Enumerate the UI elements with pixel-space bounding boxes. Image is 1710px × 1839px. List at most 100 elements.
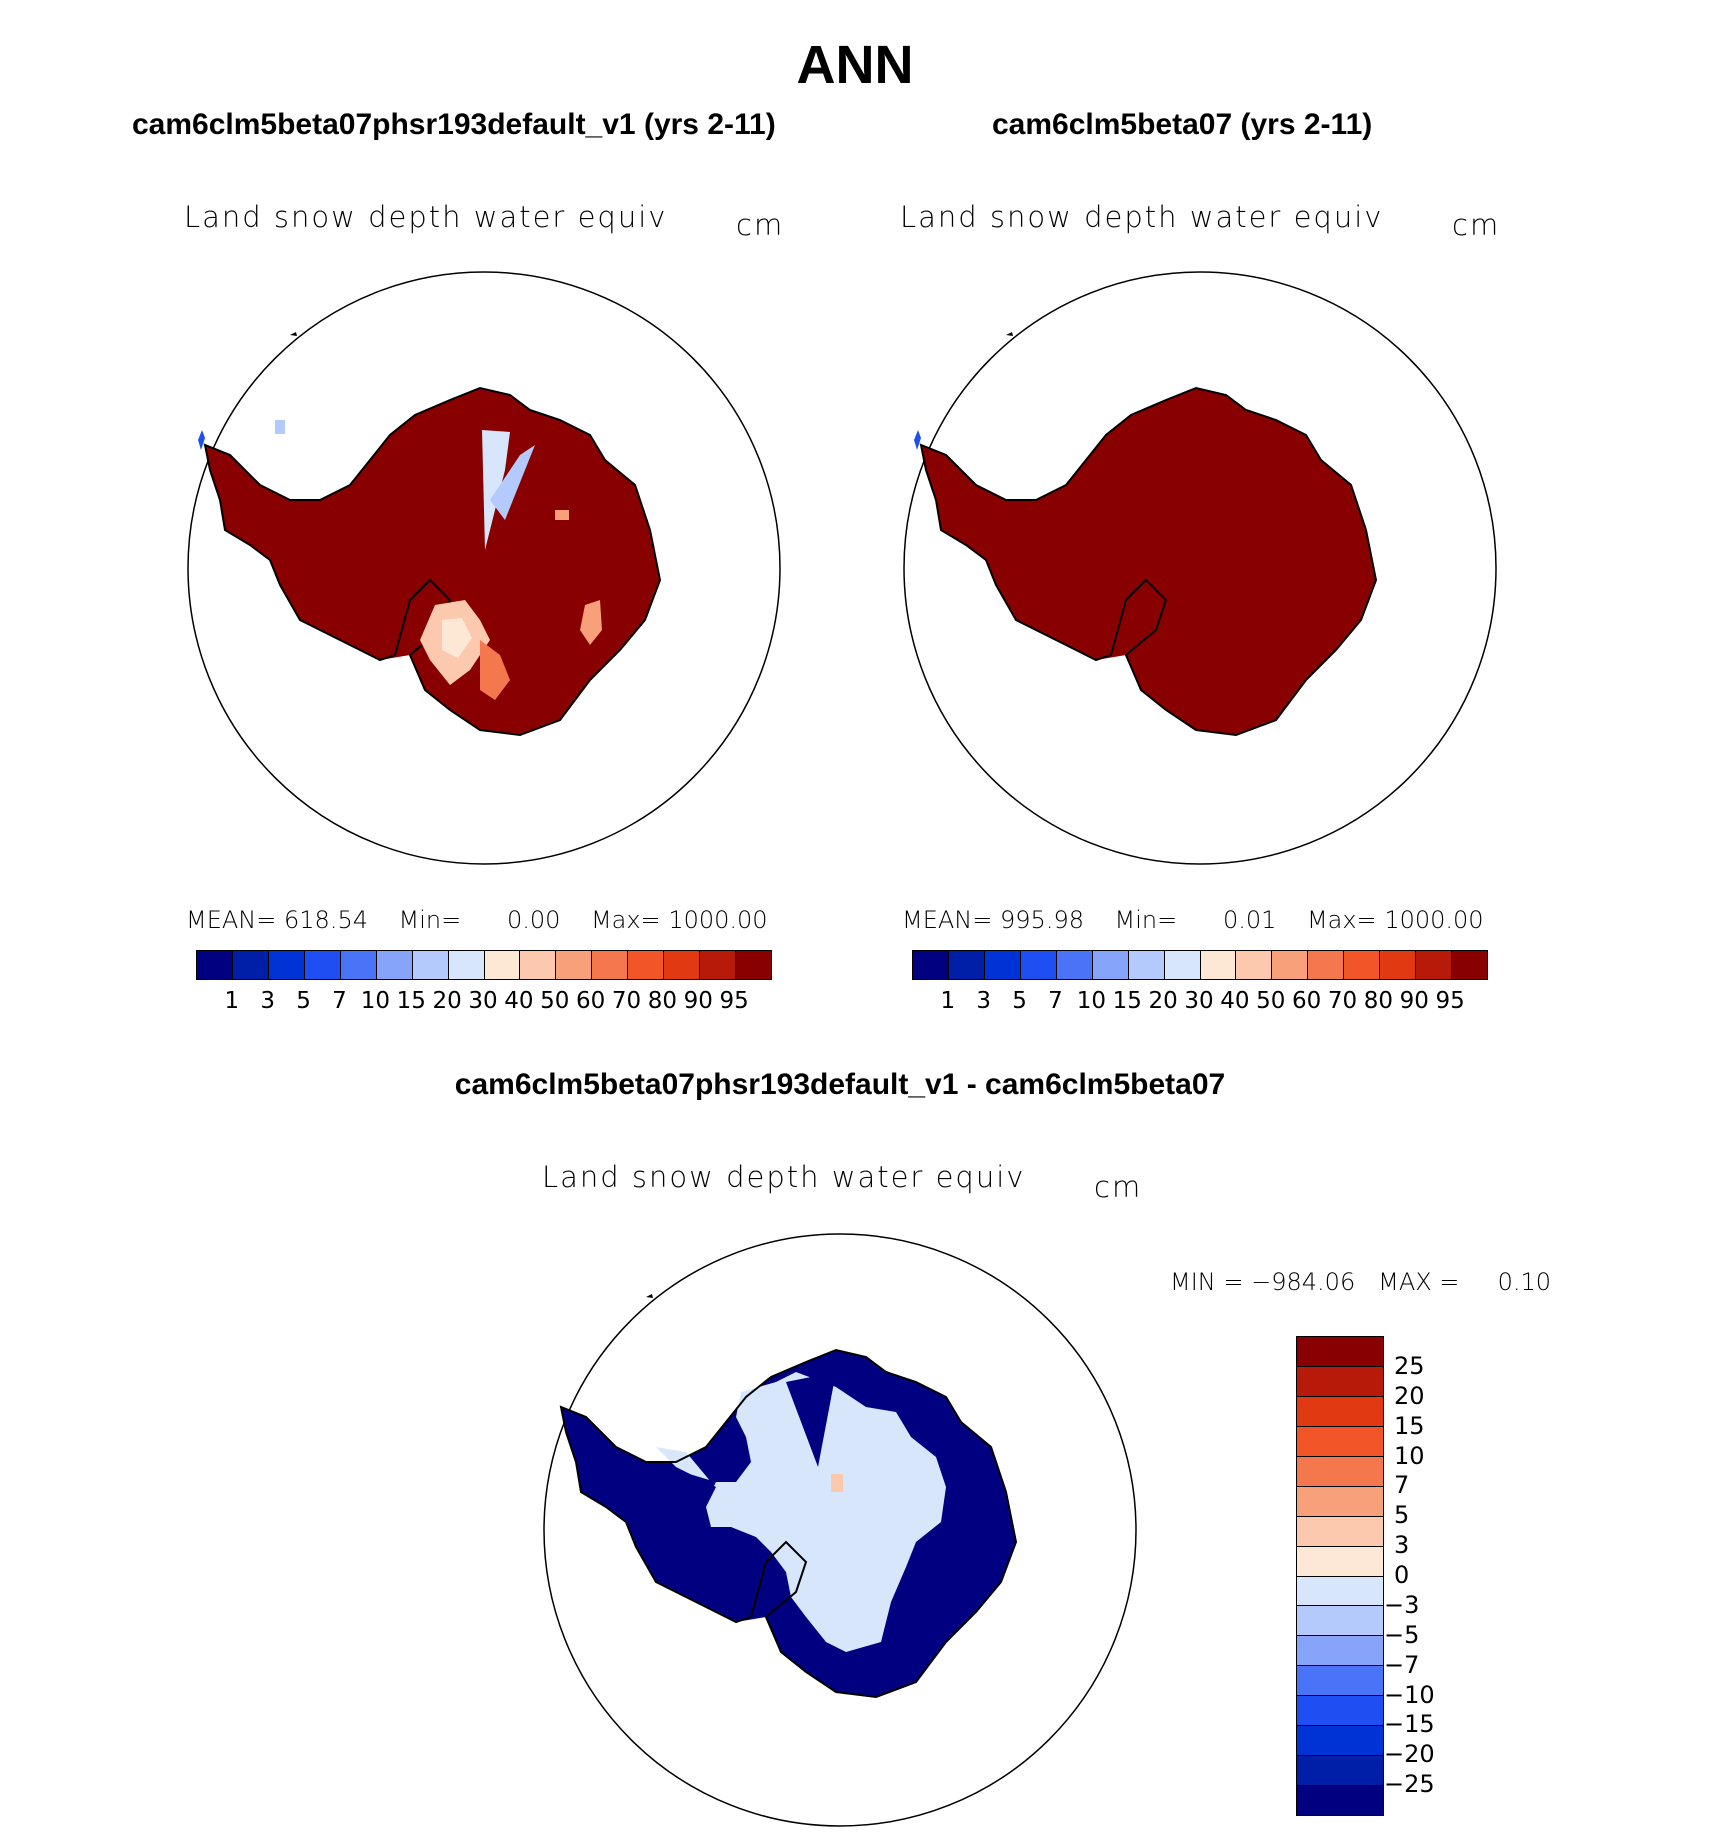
small-orange-patch [555,510,569,520]
orange-patch [480,640,510,700]
colorbar-swatch [1297,1636,1383,1667]
right-stats: MEAN= 995.98 Min= 0.01 Max= 1000.00 [902,906,1484,934]
colorbar-swatch [1297,1366,1383,1397]
island-mark-west [914,430,921,450]
colorbar-swatch [1416,951,1453,979]
min-value: 0.00 [506,906,561,934]
antarctica-landmass [919,386,1378,737]
colorbar-tick-label: 1 [940,988,956,1014]
colorbar-swatch [1297,1396,1383,1427]
colorbar-tick-label: 7 [1394,1471,1410,1500]
peninsula-blue-patch [275,420,285,434]
colorbar-tick-label: −20 [1384,1740,1435,1769]
colorbar-tick-label: 5 [1012,988,1027,1014]
colorbar-tick-label: 60 [575,988,606,1014]
colorbar-swatch [484,951,521,979]
coastline [203,386,662,737]
antarctica-landmass [203,386,662,737]
colorbar-tick-label: 90 [1399,988,1429,1014]
colorbar-swatch [1056,951,1093,979]
colorbar-tick-label: 1 [224,988,240,1014]
colorbar-tick-label: 40 [504,988,534,1014]
left-panel-title: cam6clm5beta07phsr193default_v1 (yrs 2-1… [132,108,776,141]
colorbar-swatch [1452,951,1487,979]
colorbar-swatch [1297,1606,1383,1637]
colorbar-tick-label: 7 [332,988,347,1014]
max-label: Max= [1306,906,1377,934]
dark-block-west [656,1467,716,1512]
colorbar-tick-label: 5 [1394,1501,1410,1530]
colorbar-swatch [1164,951,1201,979]
colorbar-tick-label: 20 [1148,988,1178,1014]
colorbar-tick-label: −7 [1384,1650,1420,1679]
left-colorbar-ticks: 1 3 5 7 10 15 20 30 40 50 60 70 80 90 95 [196,988,770,1018]
colorbar-swatch [1092,951,1129,979]
colorbar-swatch [1297,1486,1383,1517]
difference-colorbar [1296,1336,1384,1816]
colorbar-tick-label: 15 [1112,988,1142,1014]
colorbar-tick-label: −10 [1384,1680,1435,1709]
island-mark [290,332,297,336]
left-map-anomalies [275,420,602,700]
min-label: Min= [398,906,462,934]
colorbar-tick-label: 30 [1184,988,1214,1014]
blue-patch [490,445,535,520]
difference-polar-map [543,1233,1137,1827]
left-units-label: cm [736,208,785,242]
right-colorbar [912,950,1488,980]
left-colorbar [196,950,772,980]
colorbar-swatch [340,951,377,979]
colorbar-swatch [913,951,949,979]
colorbar-tick-label: −15 [1384,1710,1435,1739]
colorbar-tick-label: 40 [1220,988,1250,1014]
antarctica-shape [205,388,660,735]
colorbar-tick-label: 95 [1435,988,1465,1014]
colorbar-swatch [376,951,413,979]
colorbar-swatch [628,951,665,979]
colorbar-tick-label: 5 [296,988,311,1014]
mean-label: MEAN= [902,906,993,934]
colorbar-swatch [1308,951,1345,979]
colorbar-tick-label: 20 [432,988,462,1014]
colorbar-swatch [1297,1576,1383,1607]
pale-patch [442,618,472,658]
max-value: 0.10 [1497,1268,1552,1296]
min-label: Min= [1114,906,1178,934]
right-colorbar-ticks: 1 3 5 7 10 15 20 30 40 50 60 70 80 90 95 [912,988,1486,1018]
colorbar-tick-label: 3 [976,988,992,1014]
colorbar-swatch [1297,1696,1383,1727]
colorbar-swatch [448,951,485,979]
colorbar-swatch [1297,1456,1383,1487]
difference-colorbar-ticks: 25 20 15 10 7 5 3 0 −3 −5 −7 −10 −15 −20 −25 [1384,1336,1504,1814]
colorbar-swatch [232,951,269,979]
antarctica-landmass [559,1348,1018,1699]
colorbar-tick-label: −25 [1384,1770,1435,1799]
left-variable-label: Land snow depth water equiv [184,200,668,234]
right-panel-title: cam6clm5beta07 (yrs 2-11) [992,108,1373,141]
colorbar-swatch [197,951,233,979]
min-label: MIN = [1170,1268,1244,1296]
colorbar-tick-label: −5 [1384,1620,1420,1649]
colorbar-swatch [1200,951,1237,979]
max-label: MAX = [1378,1268,1460,1296]
left-polar-map [187,271,781,865]
max-value: 1000.00 [1384,906,1484,934]
max-value: 1000.00 [668,906,768,934]
diff-variable-label: Land snow depth water equiv [542,1160,1026,1194]
figure-title: ANN [796,35,914,95]
colorbar-swatch [700,951,737,979]
diff-units-label: cm [1094,1170,1143,1204]
colorbar-swatch [1297,1666,1383,1697]
colorbar-tick-label: 20 [1394,1381,1425,1410]
colorbar-swatch [984,951,1021,979]
colorbar-swatch [1344,951,1381,979]
colorbar-tick-label: 95 [719,988,749,1014]
coastline [919,386,1378,737]
colorbar-tick-label: 30 [468,988,498,1014]
light-blue-interior [656,1372,946,1652]
colorbar-tick-label: 3 [260,988,276,1014]
colorbar-swatch [1297,1786,1383,1815]
colorbar-tick-label: 10 [360,988,391,1014]
colorbar-swatch [1128,951,1165,979]
orange-patch-east [580,600,602,645]
